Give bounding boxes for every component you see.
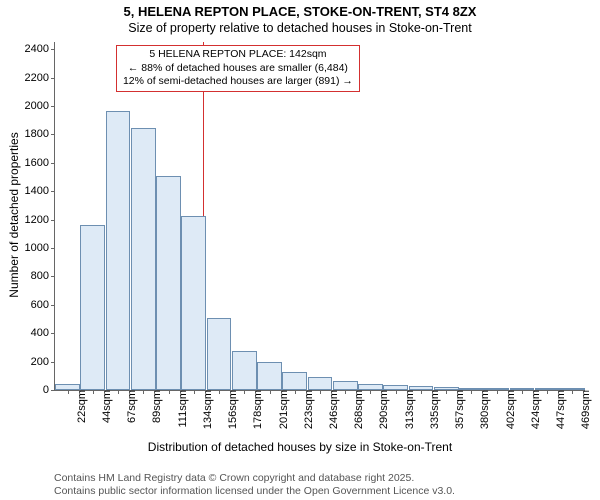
x-tick-mark — [345, 390, 346, 394]
histogram-bar — [232, 351, 257, 390]
x-tick-mark — [219, 390, 220, 394]
histogram-bar — [181, 216, 206, 390]
x-tick-label: 67sqm — [122, 390, 138, 423]
x-tick-label: 134sqm — [198, 390, 214, 429]
x-tick-mark — [421, 390, 422, 394]
x-tick-label: 111sqm — [173, 390, 189, 428]
x-tick-label: 223sqm — [299, 390, 315, 429]
footer-attribution: Contains HM Land Registry data © Crown c… — [54, 472, 455, 498]
footer-line-2: Contains public sector information licen… — [54, 485, 455, 498]
plot-area: 5 HELENA REPTON PLACE: 142sqm ← 88% of d… — [54, 42, 585, 391]
x-tick-label: 178sqm — [248, 390, 264, 429]
y-tick-label: 1000 — [25, 242, 55, 254]
x-tick-label: 357sqm — [450, 390, 466, 429]
y-axis-label: Number of detached properties — [7, 41, 21, 389]
y-tick-label: 800 — [31, 270, 55, 282]
x-tick-label: 447sqm — [551, 390, 567, 429]
x-tick-mark — [194, 390, 195, 394]
y-tick-label: 1200 — [25, 214, 55, 226]
x-tick-label: 44sqm — [97, 390, 113, 423]
x-tick-label: 22sqm — [72, 390, 88, 423]
chart-title: 5, HELENA REPTON PLACE, STOKE-ON-TRENT, … — [0, 4, 600, 19]
x-tick-mark — [497, 390, 498, 394]
x-tick-mark — [93, 390, 94, 394]
histogram-bar — [333, 381, 358, 390]
x-tick-mark — [396, 390, 397, 394]
y-tick-label: 1800 — [25, 128, 55, 140]
x-tick-label: 424sqm — [526, 390, 542, 429]
x-tick-label: 201sqm — [274, 390, 290, 429]
annotation-box: 5 HELENA REPTON PLACE: 142sqm ← 88% of d… — [116, 45, 360, 92]
x-axis-label: Distribution of detached houses by size … — [0, 440, 600, 454]
x-tick-mark — [320, 390, 321, 394]
y-tick-label: 2000 — [25, 100, 55, 112]
x-tick-label: 246sqm — [324, 390, 340, 429]
x-tick-mark — [522, 390, 523, 394]
y-tick-label: 200 — [31, 356, 55, 368]
x-tick-mark — [68, 390, 69, 394]
x-tick-mark — [169, 390, 170, 394]
x-tick-mark — [118, 390, 119, 394]
x-tick-label: 290sqm — [374, 390, 390, 429]
histogram-bar — [80, 225, 105, 390]
y-tick-label: 2200 — [25, 72, 55, 84]
x-tick-label: 268sqm — [349, 390, 365, 429]
annotation-line-1: 5 HELENA REPTON PLACE: 142sqm — [123, 48, 353, 62]
x-tick-mark — [143, 390, 144, 394]
y-tick-label: 600 — [31, 299, 55, 311]
y-tick-label: 2400 — [25, 43, 55, 55]
x-tick-label: 335sqm — [425, 390, 441, 429]
annotation-line-2: ← 88% of detached houses are smaller (6,… — [123, 62, 353, 76]
footer-line-1: Contains HM Land Registry data © Crown c… — [54, 472, 455, 485]
x-tick-label: 380sqm — [475, 390, 491, 429]
histogram-bar — [131, 128, 156, 390]
x-tick-mark — [572, 390, 573, 394]
x-tick-label: 156sqm — [223, 390, 239, 429]
histogram-bar — [282, 372, 307, 390]
x-tick-mark — [295, 390, 296, 394]
histogram-bar — [156, 176, 181, 390]
histogram-bar — [308, 377, 333, 390]
y-tick-label: 1600 — [25, 157, 55, 169]
x-tick-mark — [370, 390, 371, 394]
x-tick-label: 313sqm — [400, 390, 416, 429]
histogram-bar — [207, 318, 232, 390]
x-tick-mark — [471, 390, 472, 394]
x-tick-mark — [547, 390, 548, 394]
y-tick-label: 0 — [43, 384, 55, 396]
y-tick-label: 400 — [31, 327, 55, 339]
histogram-bar — [257, 362, 282, 390]
x-tick-label: 402sqm — [501, 390, 517, 429]
y-tick-label: 1400 — [25, 185, 55, 197]
x-tick-mark — [270, 390, 271, 394]
x-tick-mark — [446, 390, 447, 394]
x-tick-mark — [244, 390, 245, 394]
x-tick-label: 469sqm — [576, 390, 592, 429]
annotation-line-3: 12% of semi-detached houses are larger (… — [123, 75, 353, 89]
x-tick-label: 89sqm — [147, 390, 163, 423]
histogram-bar — [106, 111, 131, 390]
chart-subtitle: Size of property relative to detached ho… — [0, 21, 600, 35]
